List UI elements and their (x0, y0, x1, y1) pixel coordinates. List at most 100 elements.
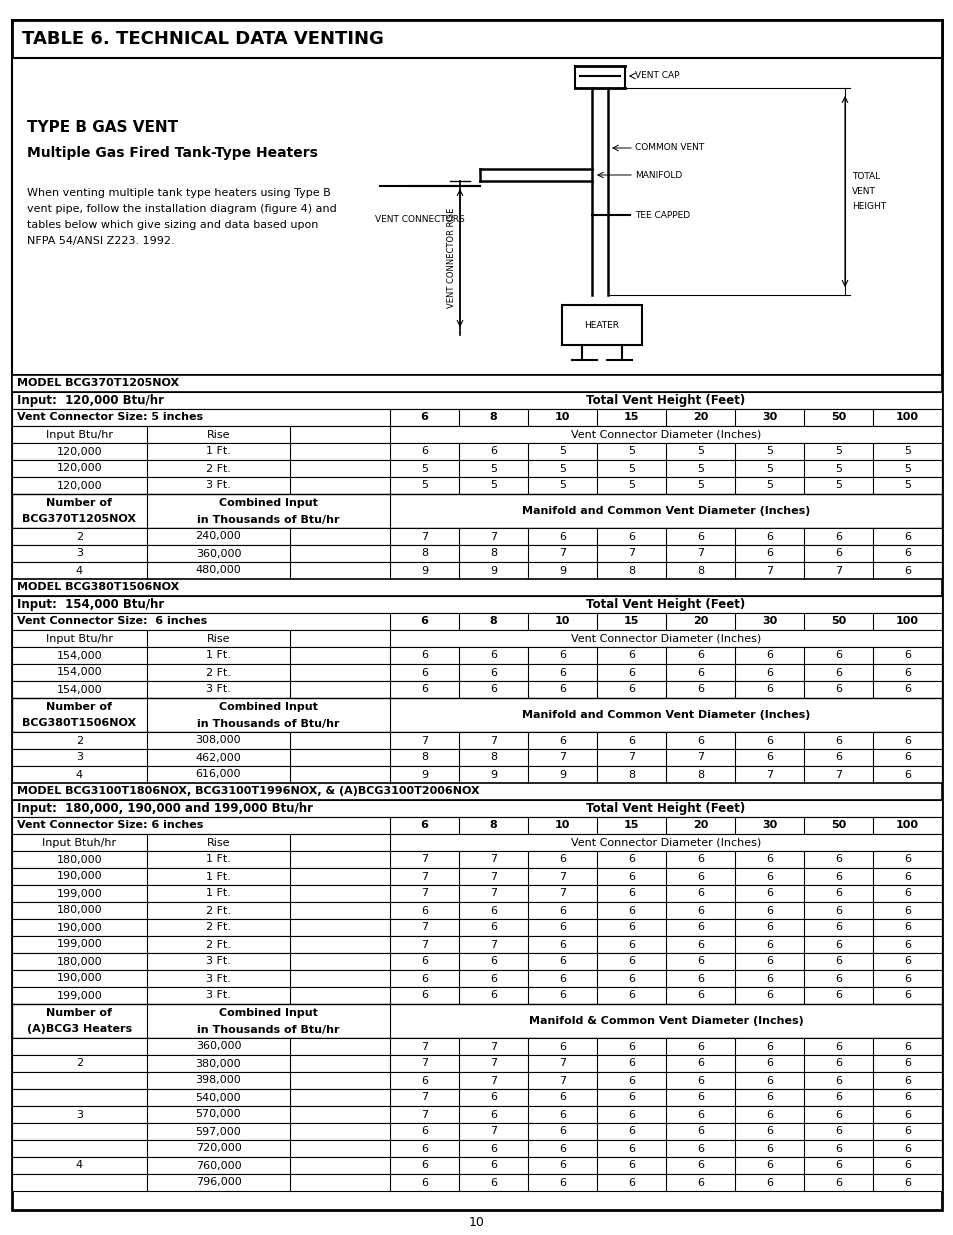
Text: 6: 6 (490, 667, 497, 678)
Text: 7: 7 (490, 888, 497, 899)
Bar (12, 647, 941, 664)
Text: Input:  180,000, 190,000 and 199,000 Btu/hr: Input: 180,000, 190,000 and 199,000 Btu/… (17, 802, 313, 815)
Bar (12, 529, 941, 545)
Text: Vent Connector Size:  6 inches: Vent Connector Size: 6 inches (17, 616, 207, 626)
Text: 7: 7 (627, 548, 635, 558)
Text: 6: 6 (834, 905, 841, 915)
Text: 5: 5 (765, 480, 772, 490)
Bar (12, 1157, 941, 1174)
Text: 1 Ft.: 1 Ft. (206, 872, 231, 882)
Text: 6: 6 (420, 667, 428, 678)
Bar (12, 987, 941, 1004)
Text: 180,000: 180,000 (56, 855, 102, 864)
Text: Vent Connector Diameter (Inches): Vent Connector Diameter (Inches) (570, 634, 760, 643)
Text: 6: 6 (697, 905, 703, 915)
Text: 6: 6 (903, 531, 910, 541)
Text: 6: 6 (834, 923, 841, 932)
Text: Total Vent Height (Feet): Total Vent Height (Feet) (586, 394, 745, 408)
Text: 8: 8 (490, 752, 497, 762)
Text: Rise: Rise (207, 837, 230, 847)
Text: 3: 3 (76, 1109, 83, 1119)
Text: 6: 6 (697, 855, 703, 864)
Text: 180,000: 180,000 (56, 956, 102, 967)
Text: Input Btu/hr: Input Btu/hr (46, 634, 112, 643)
Text: 5: 5 (558, 447, 565, 457)
Text: 15: 15 (623, 412, 639, 422)
Text: 9: 9 (558, 566, 565, 576)
Text: 6: 6 (903, 1161, 910, 1171)
Bar (12, 443, 941, 459)
Text: 6: 6 (765, 888, 772, 899)
Text: 190,000: 190,000 (56, 923, 102, 932)
Text: 6: 6 (697, 973, 703, 983)
Text: Input:  120,000 Btu/hr: Input: 120,000 Btu/hr (17, 394, 164, 408)
Text: Multiple Gas Fired Tank-Type Heaters: Multiple Gas Fired Tank-Type Heaters (27, 146, 317, 161)
Text: 308,000: 308,000 (195, 736, 241, 746)
Text: 6: 6 (903, 956, 910, 967)
Text: 8: 8 (697, 769, 703, 779)
Text: 5: 5 (765, 463, 772, 473)
Text: TOTAL: TOTAL (851, 172, 880, 182)
Text: 6: 6 (420, 447, 428, 457)
Text: 6: 6 (697, 1093, 703, 1103)
Text: 6: 6 (420, 905, 428, 915)
Text: 6: 6 (903, 752, 910, 762)
Text: 6: 6 (558, 1161, 565, 1171)
Text: 6: 6 (834, 651, 841, 661)
Text: 6: 6 (627, 1109, 635, 1119)
Text: 7: 7 (558, 888, 565, 899)
Text: tables below which give sizing and data based upon: tables below which give sizing and data … (27, 220, 318, 230)
Text: Manifold and Common Vent Diameter (Inches): Manifold and Common Vent Diameter (Inche… (521, 710, 809, 720)
Text: 5: 5 (490, 463, 497, 473)
Text: 154,000: 154,000 (56, 651, 102, 661)
Text: 2 Ft.: 2 Ft. (206, 940, 231, 950)
Text: 6: 6 (834, 888, 841, 899)
Text: 760,000: 760,000 (195, 1161, 241, 1171)
Text: 6: 6 (765, 1109, 772, 1119)
Text: 6: 6 (420, 956, 428, 967)
Text: 6: 6 (903, 973, 910, 983)
Bar (12, 375, 941, 391)
Text: 10: 10 (555, 616, 570, 626)
Text: 6: 6 (834, 1058, 841, 1068)
Text: 6: 6 (903, 888, 910, 899)
Text: 6: 6 (697, 684, 703, 694)
Text: 3: 3 (76, 752, 83, 762)
Text: 2: 2 (76, 531, 83, 541)
Text: Manifold & Common Vent Diameter (Inches): Manifold & Common Vent Diameter (Inches) (528, 1016, 802, 1026)
Bar (12, 834, 941, 851)
Text: vent pipe, follow the installation diagram (figure 4) and: vent pipe, follow the installation diagr… (27, 204, 336, 214)
Text: 5: 5 (490, 480, 497, 490)
Text: 6: 6 (903, 923, 910, 932)
Text: 6: 6 (627, 1058, 635, 1068)
Text: 100: 100 (895, 412, 918, 422)
Text: 6: 6 (697, 1144, 703, 1153)
Text: 6: 6 (627, 1076, 635, 1086)
Text: 7: 7 (490, 1076, 497, 1086)
Bar (12, 426, 941, 443)
Text: 7: 7 (420, 1109, 428, 1119)
Text: 190,000: 190,000 (56, 872, 102, 882)
Bar (12, 1089, 941, 1107)
Bar (12, 919, 941, 936)
Text: 7: 7 (490, 855, 497, 864)
Text: 3 Ft.: 3 Ft. (206, 684, 231, 694)
Text: 720,000: 720,000 (195, 1144, 241, 1153)
Text: 6: 6 (627, 736, 635, 746)
Text: 6: 6 (903, 872, 910, 882)
Text: Rise: Rise (207, 430, 230, 440)
Text: 6: 6 (558, 531, 565, 541)
Text: 190,000: 190,000 (56, 973, 102, 983)
Text: 3 Ft.: 3 Ft. (206, 480, 231, 490)
Text: 6: 6 (834, 956, 841, 967)
Text: 6: 6 (765, 1126, 772, 1136)
Text: 6: 6 (420, 684, 428, 694)
Text: 6: 6 (627, 531, 635, 541)
Text: 796,000: 796,000 (195, 1177, 241, 1188)
Text: 6: 6 (765, 1177, 772, 1188)
Bar (12, 1140, 941, 1157)
Text: 4: 4 (76, 566, 83, 576)
Text: 6: 6 (490, 923, 497, 932)
Text: 3 Ft.: 3 Ft. (206, 956, 231, 967)
Text: TYPE B GAS VENT: TYPE B GAS VENT (27, 121, 178, 136)
